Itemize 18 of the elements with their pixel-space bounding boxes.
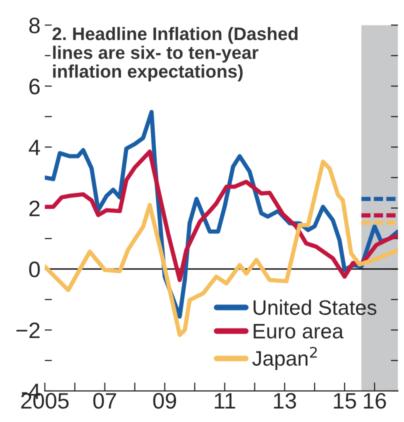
x-tick-label: 07 bbox=[93, 392, 116, 409]
y-tick-label: 2 bbox=[29, 200, 40, 216]
line-series bbox=[44, 150, 398, 282]
y-tick-label: 6 bbox=[29, 78, 40, 94]
x-tick-label: 13 bbox=[274, 392, 296, 409]
legend-label: Euro area bbox=[254, 324, 344, 339]
x-tick-label: 11 bbox=[214, 393, 236, 408]
y-tick-label: 8 bbox=[29, 18, 40, 34]
x-tick-label: 16 bbox=[364, 392, 386, 409]
line-series bbox=[44, 160, 398, 337]
legend-label: Japan$^{2}$ bbox=[252, 346, 317, 370]
text: 2. Headline Inflation (Dashed lines are six- to ten-year inflation expectations) bbox=[52, 26, 298, 82]
x-tick-label: 09 bbox=[153, 392, 176, 409]
y-tick-label: −2 bbox=[16, 322, 40, 338]
y-tick-label: 4 bbox=[28, 140, 40, 156]
y-tick-label: 0 bbox=[29, 262, 40, 278]
x-tick-label: 15 bbox=[334, 393, 356, 409]
legend-label: United States bbox=[254, 300, 376, 315]
